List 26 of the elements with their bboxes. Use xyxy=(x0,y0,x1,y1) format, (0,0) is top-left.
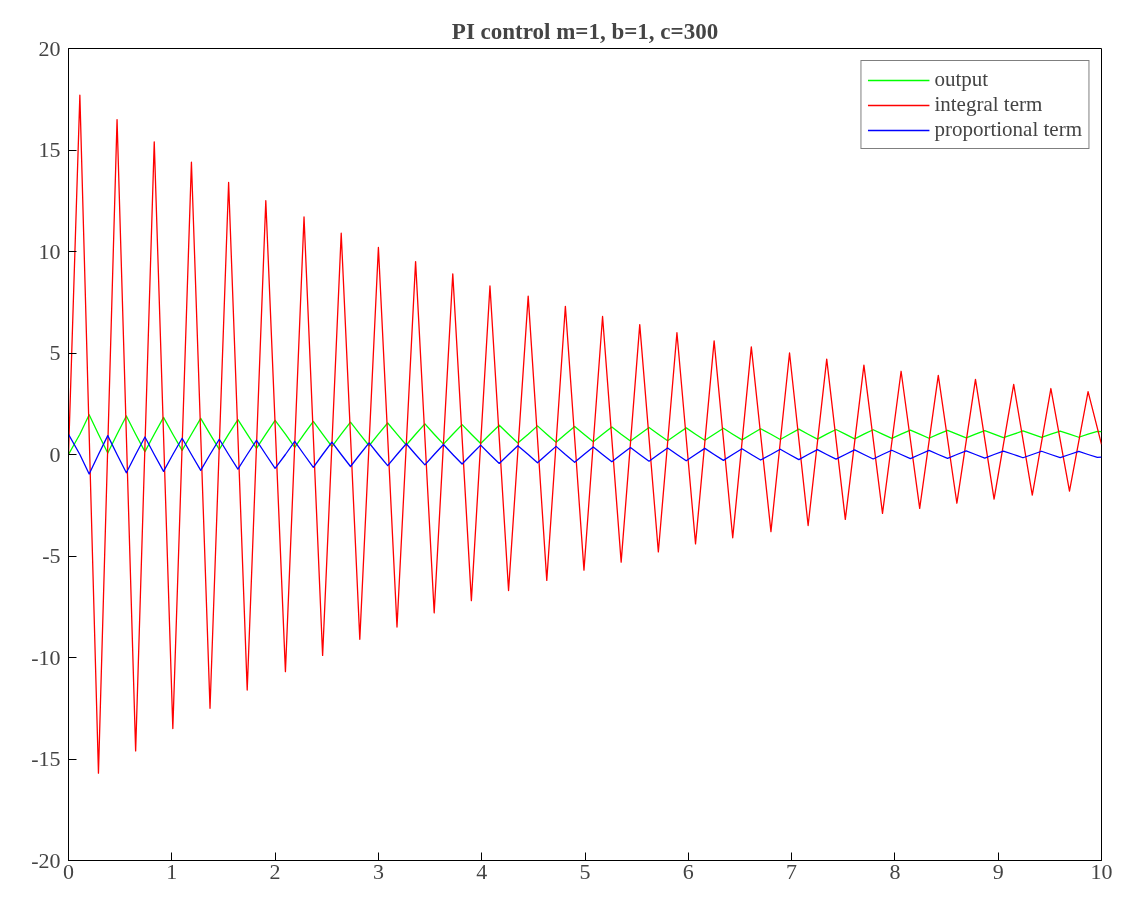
y-tick-label: 10 xyxy=(38,238,61,264)
x-tick-label: 8 xyxy=(889,858,901,884)
x-tick-label: 7 xyxy=(786,858,798,884)
legend-label: integral term xyxy=(934,92,1043,117)
line-series xyxy=(68,433,1102,475)
y-tick-label: -5 xyxy=(42,543,61,568)
x-tick-label: 1 xyxy=(166,858,178,884)
x-tick-label: 9 xyxy=(992,858,1004,884)
y-tick-label: 15 xyxy=(38,137,61,162)
y-tick-label: -15 xyxy=(31,746,61,771)
line-series xyxy=(68,414,1102,456)
x-tick-label: 3 xyxy=(372,858,384,884)
x-tick-label: 6 xyxy=(682,858,694,884)
line-series xyxy=(68,94,1102,774)
x-tick-label: 4 xyxy=(476,858,488,884)
y-tick-label: 0 xyxy=(49,441,61,467)
y-tick-label: 20 xyxy=(38,35,61,61)
x-tick-label: 10 xyxy=(1090,858,1113,884)
y-tick-label: -10 xyxy=(31,644,61,670)
x-tick-label: 5 xyxy=(579,858,591,884)
y-tick-label: 5 xyxy=(49,340,61,365)
x-tick-label: 2 xyxy=(269,858,281,884)
legend-label: output xyxy=(934,67,989,92)
chart-title: PI control m=1, b=1, c=300 xyxy=(451,18,719,44)
legend-label: proportional term xyxy=(934,117,1082,142)
y-tick-label: -20 xyxy=(31,847,61,873)
